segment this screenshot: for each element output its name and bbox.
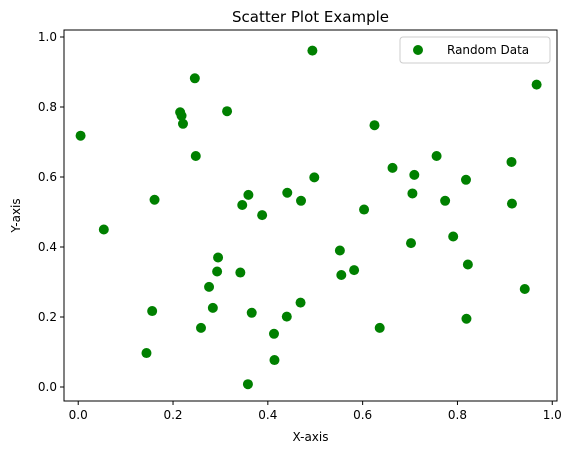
data-point [461, 313, 472, 324]
x-tick-label: 0.8 [448, 408, 467, 422]
x-axis-ticks: 0.0 0.2 0.4 0.6 0.8 1.0 [69, 401, 562, 422]
data-point [268, 328, 279, 339]
data-point [282, 187, 293, 198]
data-point [405, 238, 416, 249]
data-point [460, 174, 471, 185]
data-point [98, 224, 109, 235]
data-point [448, 231, 459, 242]
data-point [374, 322, 385, 333]
data-point [359, 204, 370, 215]
data-point [440, 195, 451, 206]
data-point [506, 198, 517, 209]
legend-label: Random Data [447, 43, 529, 57]
data-point [296, 195, 307, 206]
y-tick-label: 0.0 [38, 380, 57, 394]
chart-title: Scatter Plot Example [232, 8, 389, 26]
legend-box [399, 36, 551, 64]
data-point [176, 110, 187, 121]
data-point [531, 79, 542, 90]
data-point [269, 355, 280, 366]
data-point [462, 259, 473, 270]
legend-marker [413, 45, 423, 55]
data-point [242, 379, 253, 390]
data-point [177, 118, 188, 129]
points-layer [75, 45, 542, 390]
data-point [237, 200, 248, 210]
data-point [222, 106, 233, 117]
data-point [334, 245, 345, 256]
data-point [295, 297, 306, 308]
x-tick-label: 0.4 [258, 408, 277, 422]
data-point [213, 252, 224, 263]
y-tick-label: 0.2 [38, 310, 57, 324]
data-point [281, 311, 292, 322]
data-point [431, 151, 442, 161]
data-point [407, 188, 418, 199]
data-point [309, 172, 320, 183]
data-point [147, 306, 158, 317]
x-tick-label: 0.6 [353, 408, 372, 422]
y-tick-label: 0.8 [38, 100, 57, 114]
data-point [307, 45, 318, 56]
data-point [189, 73, 200, 84]
plot-frame [63, 29, 558, 402]
data-point [369, 120, 380, 131]
x-tick-label: 0.0 [69, 408, 88, 422]
data-point [149, 194, 160, 205]
x-tick-label: 0.2 [163, 408, 182, 422]
y-tick-label: 0.6 [38, 170, 57, 184]
data-point [75, 130, 86, 141]
data-point [204, 281, 215, 292]
data-point [387, 162, 398, 173]
data-point [506, 156, 517, 167]
data-point [212, 266, 223, 277]
x-tick-label: 1.0 [543, 408, 562, 422]
data-point [246, 307, 257, 318]
data-point [243, 189, 254, 200]
legend: Random Data [399, 36, 551, 64]
data-point [257, 210, 268, 221]
y-axis-label: Y-axis [9, 198, 23, 233]
data-point [207, 302, 218, 313]
data-point [336, 270, 347, 280]
data-point [349, 265, 360, 276]
data-point [409, 169, 420, 180]
data-point [235, 267, 246, 278]
y-tick-label: 1.0 [38, 30, 57, 44]
data-point [195, 322, 206, 333]
x-axis-label: X-axis [293, 430, 329, 444]
y-tick-label: 0.4 [38, 240, 57, 254]
data-point [190, 151, 201, 161]
data-point [141, 348, 152, 359]
y-axis-ticks: 0.0 0.2 0.4 0.6 0.8 1.0 [38, 30, 64, 394]
data-point [519, 284, 530, 294]
